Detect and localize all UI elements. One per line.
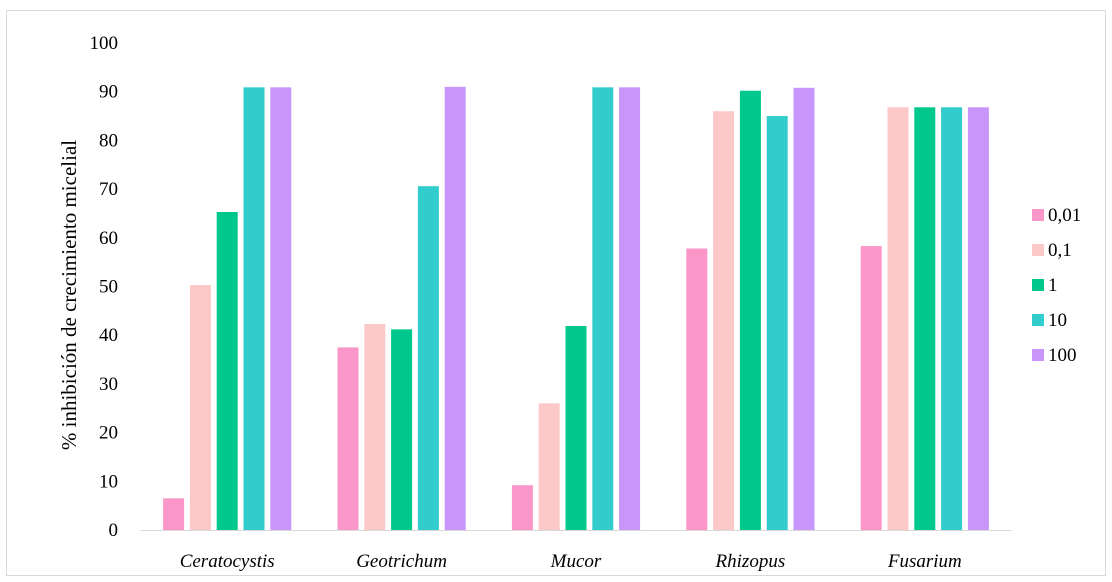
- bar-1-4: [444, 86, 466, 530]
- bar-2-0: [511, 485, 533, 530]
- bar-0-2: [216, 211, 238, 531]
- bar-2-2: [565, 325, 587, 530]
- legend-swatch: [1032, 314, 1044, 326]
- bar-4-1: [887, 107, 909, 530]
- bar-4-2: [914, 107, 936, 530]
- y-tick-label: 40: [99, 325, 118, 346]
- bar-0-4: [270, 87, 292, 530]
- y-tick-label: 60: [99, 228, 118, 249]
- y-tick-label: 90: [99, 82, 118, 103]
- bar-3-3: [766, 116, 788, 531]
- y-tick-label: 10: [99, 471, 118, 492]
- legend-swatch: [1032, 244, 1044, 256]
- legend-label: 0,01: [1048, 205, 1081, 226]
- category-labels: Ceratocystis Geotrichum Mucor Rhizopus Fusar…: [180, 551, 962, 572]
- legend-label: 1: [1048, 275, 1058, 296]
- legend-swatch: [1032, 209, 1044, 221]
- bar-1-2: [391, 329, 413, 530]
- bar-4-3: [941, 107, 963, 530]
- bar-4-0: [860, 246, 882, 530]
- x-category-label: Fusarium: [887, 551, 962, 572]
- x-category-label: Mucor: [550, 551, 602, 572]
- y-tick-label: 30: [99, 374, 118, 395]
- bar-0-0: [163, 498, 185, 530]
- bar-2-1: [538, 403, 560, 530]
- bar-3-4: [793, 87, 815, 531]
- legend-label: 0,1: [1048, 240, 1072, 261]
- y-tick-label: 50: [99, 277, 118, 298]
- legend-label: 100: [1048, 345, 1077, 366]
- bar-3-1: [713, 111, 735, 531]
- y-tick-label: 100: [90, 33, 119, 54]
- bar-0-1: [189, 285, 211, 530]
- y-tick-label: 20: [99, 423, 118, 444]
- y-tick-label: 80: [99, 130, 118, 151]
- bar-1-0: [337, 347, 359, 531]
- x-category-label: Rhizopus: [715, 551, 786, 572]
- bars: [163, 86, 989, 531]
- bar-1-3: [417, 186, 439, 530]
- y-axis: 0 10 20 30 40 50 60 70 80 90 100: [90, 33, 119, 541]
- bar-2-4: [619, 87, 641, 530]
- bar-4-4: [967, 107, 989, 530]
- y-tick-label: 70: [99, 179, 118, 200]
- legend-swatch: [1032, 349, 1044, 361]
- y-axis-label: % inhibición de crecimiento micelial: [57, 140, 81, 450]
- bar-3-2: [739, 90, 761, 530]
- legend: 0,01 0,1 1 10 100: [1032, 205, 1081, 366]
- x-category-label: Geotrichum: [356, 551, 447, 572]
- legend-label: 10: [1048, 310, 1067, 331]
- bar-2-3: [592, 87, 614, 530]
- bar-3-0: [686, 248, 708, 530]
- bar-1-1: [364, 324, 386, 530]
- bar-0-3: [243, 87, 265, 530]
- x-category-label: Ceratocystis: [180, 551, 275, 572]
- y-tick-label: 0: [109, 520, 119, 541]
- legend-swatch: [1032, 279, 1044, 291]
